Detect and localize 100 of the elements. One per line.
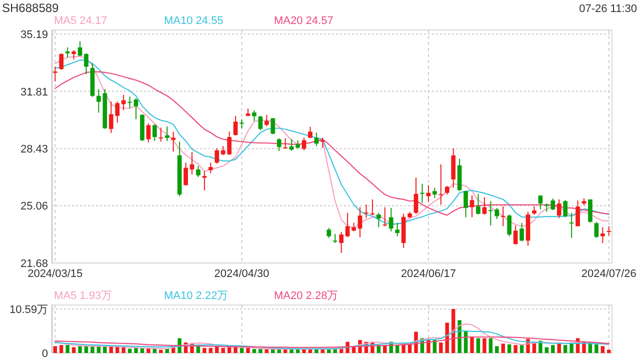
candlestick xyxy=(470,194,474,218)
bar xyxy=(501,344,505,353)
text: MA20 24.57 xyxy=(274,15,334,27)
candlestick xyxy=(171,131,176,152)
candlestick xyxy=(214,148,220,164)
candlestick xyxy=(339,231,344,254)
bar xyxy=(439,342,443,353)
candlestick xyxy=(500,206,506,227)
x-tick-label: 2024/06/17 xyxy=(400,268,456,280)
y-tick-label: 35.19 xyxy=(20,29,48,41)
bar xyxy=(458,320,462,353)
bar xyxy=(551,345,555,353)
y-tick-label: 31.81 xyxy=(20,86,48,98)
y-tick-label: 21.68 xyxy=(20,258,48,270)
bar xyxy=(78,346,82,353)
text: MA5 24.17 xyxy=(54,15,108,27)
line-series xyxy=(54,330,610,350)
candlestick xyxy=(314,132,319,147)
bar xyxy=(90,346,94,353)
candlestick xyxy=(158,127,164,142)
candlestick xyxy=(556,198,562,218)
candlestick xyxy=(364,204,368,218)
bar xyxy=(258,349,262,353)
candlestick xyxy=(326,227,332,238)
bar xyxy=(482,338,486,353)
candlestick xyxy=(600,226,605,244)
candlestick xyxy=(482,196,487,216)
candlestick xyxy=(345,212,350,238)
candlestick xyxy=(370,198,375,216)
bar xyxy=(53,346,57,353)
y-tick-label: 28.43 xyxy=(20,144,48,156)
candlestick xyxy=(258,115,263,131)
candlestick xyxy=(84,52,88,75)
text: MA10 2.22万 xyxy=(164,290,228,302)
candlestick xyxy=(128,96,132,109)
bar xyxy=(507,344,512,353)
candlestick xyxy=(520,222,524,242)
candlestick xyxy=(146,122,151,143)
bar xyxy=(208,348,213,353)
candlestick xyxy=(606,226,612,236)
candlestick xyxy=(376,212,381,228)
x-tick-label: 2024/04/30 xyxy=(214,268,270,280)
candlestick xyxy=(283,138,288,149)
text: MA10 24.55 xyxy=(164,15,224,27)
candlestick xyxy=(276,138,282,152)
candlestick xyxy=(594,221,599,238)
bar xyxy=(488,338,493,353)
candlestick xyxy=(72,50,76,60)
chart-title: SH688589 xyxy=(2,1,60,15)
candlestick xyxy=(464,190,468,218)
candlestick xyxy=(569,212,574,238)
candlestick xyxy=(59,52,64,70)
candlestick xyxy=(184,162,188,186)
bar xyxy=(520,345,524,353)
candlestick xyxy=(308,126,312,139)
bar xyxy=(476,338,480,353)
bar xyxy=(128,348,132,353)
candlestick xyxy=(414,177,418,214)
candlestick xyxy=(358,206,362,238)
bar xyxy=(594,344,598,353)
candlestick xyxy=(270,118,276,135)
bar xyxy=(252,349,256,353)
bar xyxy=(66,345,70,353)
candlestick xyxy=(420,183,424,204)
candlestick xyxy=(52,66,58,82)
candlestick xyxy=(438,164,444,206)
bar xyxy=(122,347,126,353)
bar xyxy=(159,350,163,353)
bar xyxy=(514,345,518,353)
candlestick xyxy=(395,222,400,237)
bar xyxy=(202,348,206,353)
text: MA20 2.28万 xyxy=(274,290,338,302)
bar xyxy=(445,322,449,353)
bar xyxy=(544,347,549,353)
candlestick xyxy=(208,162,213,174)
y-tick-label: 25.06 xyxy=(20,200,48,213)
x-tick-label: 2024/07/26 xyxy=(581,268,636,280)
text: 07-26 11:30 xyxy=(579,3,637,15)
bar xyxy=(72,347,76,353)
bar xyxy=(134,348,138,353)
candlestick xyxy=(538,195,543,210)
candlestick xyxy=(65,46,70,58)
candlestick xyxy=(476,193,480,216)
candlestick xyxy=(302,137,306,151)
bar xyxy=(240,348,244,353)
candlestick xyxy=(576,200,580,227)
candlestick xyxy=(152,124,157,142)
candlestick xyxy=(563,200,568,218)
candlestick xyxy=(190,151,194,176)
candlestick xyxy=(264,114,269,127)
candlestick xyxy=(513,225,518,246)
candlestick xyxy=(507,214,512,237)
candlestick xyxy=(388,207,394,232)
bar xyxy=(563,345,568,353)
y-tick-label: 0 xyxy=(42,348,48,360)
bar xyxy=(495,346,499,353)
bar xyxy=(246,348,250,353)
candlestick xyxy=(432,187,437,198)
candlestick xyxy=(382,206,388,227)
line-series xyxy=(54,336,610,348)
